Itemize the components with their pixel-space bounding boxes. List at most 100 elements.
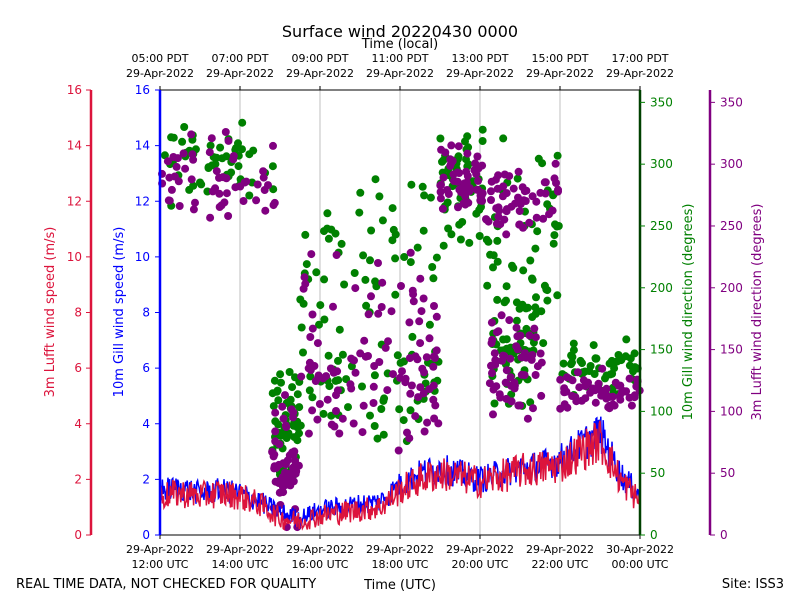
top-tick-time-label: 09:00 PDT — [291, 52, 348, 65]
10m-gill-wind-direction-point — [391, 291, 399, 299]
3m-lufft-wind-direction-point — [308, 406, 316, 414]
10m-gill-wind-direction-point — [592, 355, 600, 363]
3m-lufft-wind-direction-point — [433, 313, 441, 321]
3m-lufft-wind-direction-point — [609, 393, 617, 401]
3m-lufft-wind-direction-point — [324, 396, 332, 404]
10m-gill-wind-direction-point — [375, 192, 383, 200]
3m-lufft-wind-direction-point — [410, 297, 418, 305]
10m-gill-wind-direction-point — [550, 240, 558, 248]
10m-gill-wind-direction-point — [484, 238, 492, 246]
10m-gill-wind-direction-point — [407, 181, 415, 189]
3m-lufft-wind-direction-point — [515, 168, 523, 176]
3m-lufft-wind-direction-point — [332, 391, 340, 399]
3m-lufft-wind-direction-point — [403, 429, 411, 437]
lufft-direction-tick-label: 300 — [720, 157, 743, 171]
3m-lufft-wind-direction-point — [426, 334, 434, 342]
gill-direction-tick-label: 0 — [650, 528, 658, 542]
10m-gill-wind-direction-point — [391, 254, 399, 262]
gill-speed-tick-label: 0 — [142, 528, 150, 542]
3m-lufft-wind-direction-point — [474, 177, 482, 185]
10m-gill-wind-direction-point — [407, 258, 415, 266]
3m-lufft-wind-direction-point — [350, 420, 358, 428]
3m-lufft-wind-direction-point — [507, 382, 515, 390]
10m-gill-wind-direction-point — [463, 132, 471, 140]
3m-lufft-wind-direction-point — [450, 177, 458, 185]
3m-lufft-wind-direction-point — [208, 134, 216, 142]
gill-direction-tick-label: 250 — [650, 219, 673, 233]
gill-direction-tick-label: 350 — [650, 95, 673, 109]
3m-lufft-wind-direction-point — [532, 371, 540, 379]
top-tick-date-label: 29-Apr-2022 — [286, 67, 354, 80]
3m-lufft-wind-direction-point — [230, 152, 238, 160]
10m-gill-wind-direction-point — [519, 266, 527, 274]
3m-lufft-wind-direction-point — [351, 284, 359, 292]
3m-lufft-wind-direction-point — [271, 437, 279, 445]
3m-lufft-wind-direction-point — [423, 353, 431, 361]
x-tick-time-label: 18:00 UTC — [371, 558, 428, 571]
3m-lufft-wind-direction-point — [206, 214, 214, 222]
3m-lufft-wind-direction-point — [414, 393, 422, 401]
10m-gill-wind-direction-point — [419, 183, 427, 191]
10m-gill-wind-direction-point — [491, 400, 499, 408]
10m-gill-wind-direction-point — [420, 227, 428, 235]
10m-gill-wind-direction-point — [601, 374, 609, 382]
10m-gill-wind-direction-point — [338, 240, 346, 248]
3m-lufft-wind-direction-point — [505, 316, 513, 324]
x-tick-date-label: 29-Apr-2022 — [126, 543, 194, 556]
3m-lufft-wind-direction-point — [314, 339, 322, 347]
10m-gill-wind-direction-point — [361, 276, 369, 284]
x-tick-time-label: 00:00 UTC — [611, 558, 668, 571]
10m-gill-wind-direction-point — [528, 275, 536, 283]
3m-lufft-wind-direction-point — [496, 220, 504, 228]
3m-lufft-wind-direction-point — [271, 199, 279, 207]
top-tick-time-label: 11:00 PDT — [371, 52, 428, 65]
3m-lufft-wind-direction-point — [529, 404, 537, 412]
3m-lufft-wind-direction-point — [397, 282, 405, 290]
3m-lufft-wind-direction-point — [487, 187, 495, 195]
3m-lufft-wind-direction-point — [206, 148, 214, 156]
3m-lufft-wind-direction-point — [416, 383, 424, 391]
3m-lufft-wind-direction-point — [288, 405, 296, 413]
3m-lufft-wind-direction-point — [359, 428, 367, 436]
3m-lufft-wind-direction-point — [280, 415, 288, 423]
3m-lufft-wind-direction-point — [223, 189, 231, 197]
gill-direction-axis-label: 10m Gill wind direction (degrees) — [681, 204, 696, 421]
10m-gill-wind-direction-point — [196, 179, 204, 187]
10m-gill-wind-direction-point — [216, 144, 224, 152]
3m-lufft-wind-direction-point — [164, 157, 172, 165]
10m-gill-wind-direction-point — [294, 390, 302, 398]
10m-gill-wind-direction-point — [493, 296, 501, 304]
3m-lufft-wind-direction-point — [375, 358, 383, 366]
10m-gill-wind-direction-point — [371, 277, 379, 285]
3m-lufft-wind-direction-point — [367, 292, 375, 300]
10m-gill-wind-direction-point — [543, 286, 551, 294]
3m-lufft-wind-direction-point — [378, 303, 386, 311]
3m-lufft-wind-direction-point — [464, 172, 472, 180]
10m-gill-wind-direction-point — [245, 192, 253, 200]
3m-lufft-wind-direction-point — [513, 324, 521, 332]
3m-lufft-wind-direction-point — [488, 319, 496, 327]
10m-gill-wind-direction-point — [553, 291, 561, 299]
10m-gill-wind-direction-point — [366, 256, 374, 264]
3m-lufft-wind-direction-point — [510, 185, 518, 193]
3m-lufft-wind-direction-point — [420, 295, 428, 303]
3m-lufft-wind-direction-point — [306, 333, 314, 341]
gill-speed-tick-label: 12 — [135, 194, 150, 208]
3m-lufft-wind-direction-point — [224, 212, 232, 220]
3m-lufft-wind-direction-point — [188, 175, 196, 183]
3m-lufft-wind-direction-point — [525, 219, 533, 227]
3m-lufft-wind-direction-point — [254, 181, 262, 189]
3m-lufft-wind-direction-point — [572, 397, 580, 405]
10m-gill-wind-direction-point — [211, 160, 219, 168]
10m-gill-wind-direction-point — [479, 137, 487, 145]
10m-gill-wind-direction-point — [312, 268, 320, 276]
10m-gill-wind-direction-point — [234, 139, 242, 147]
3m-lufft-wind-direction-point — [478, 189, 486, 197]
10m-gill-wind-direction-point — [332, 230, 340, 238]
3m-lufft-wind-direction-point — [365, 310, 373, 318]
3m-lufft-wind-direction-point — [347, 355, 355, 363]
x-tick-time-label: 14:00 UTC — [211, 558, 268, 571]
3m-lufft-wind-direction-point — [489, 410, 497, 418]
x-tick-time-label: 20:00 UTC — [451, 558, 508, 571]
lufft-speed-tick-label: 4 — [74, 417, 82, 431]
